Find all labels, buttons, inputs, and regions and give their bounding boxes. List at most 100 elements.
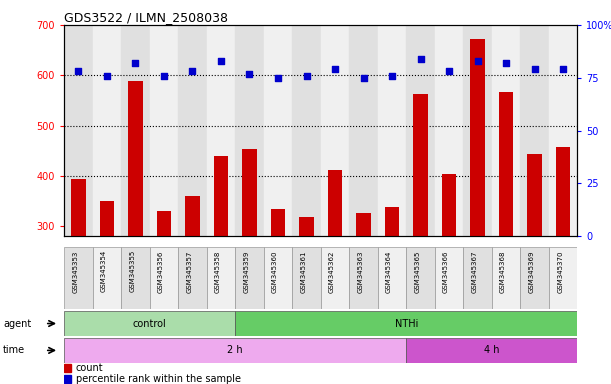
Point	[473, 58, 483, 64]
Bar	[150, 247, 178, 309]
Text: GSM345357: GSM345357	[186, 250, 192, 293]
Text: GSM345367: GSM345367	[472, 250, 478, 293]
Bar	[235, 247, 264, 309]
Bar	[157, 211, 171, 377]
Bar	[121, 25, 150, 236]
Text: GSM345365: GSM345365	[415, 250, 420, 293]
Bar	[549, 25, 577, 236]
Point	[73, 68, 83, 74]
Bar	[64, 25, 93, 236]
Bar	[521, 25, 549, 236]
Bar	[64, 375, 70, 383]
Bar	[64, 247, 93, 309]
Point	[558, 66, 568, 73]
Bar	[378, 247, 406, 309]
Bar	[243, 149, 257, 377]
Text: GSM345356: GSM345356	[158, 250, 164, 293]
Point	[188, 68, 197, 74]
Bar	[499, 92, 513, 377]
Text: NTHi: NTHi	[395, 318, 418, 329]
Point	[131, 60, 141, 66]
Bar	[470, 39, 485, 377]
Bar	[150, 25, 178, 236]
Bar	[235, 25, 264, 236]
Bar	[64, 338, 406, 363]
Text: 2 h: 2 h	[227, 345, 243, 356]
Bar	[64, 311, 235, 336]
Point	[159, 73, 169, 79]
Bar	[128, 81, 142, 377]
Point	[273, 74, 283, 81]
Bar	[378, 25, 406, 236]
Bar	[321, 25, 349, 236]
Bar	[299, 217, 313, 377]
Bar	[321, 247, 349, 309]
Bar	[492, 25, 521, 236]
Point	[415, 56, 425, 62]
Bar	[406, 338, 577, 363]
Bar	[356, 213, 371, 377]
Text: GSM345361: GSM345361	[301, 250, 307, 293]
Text: GSM345364: GSM345364	[386, 250, 392, 293]
Bar	[93, 25, 121, 236]
Bar	[178, 247, 207, 309]
Text: 4 h: 4 h	[484, 345, 500, 356]
Point	[530, 66, 540, 73]
Point	[387, 73, 397, 79]
Bar	[178, 25, 207, 236]
Text: percentile rank within the sample: percentile rank within the sample	[76, 374, 241, 384]
Text: GSM345359: GSM345359	[244, 250, 249, 293]
Bar	[521, 247, 549, 309]
Text: GSM345360: GSM345360	[272, 250, 278, 293]
Bar	[235, 311, 577, 336]
Point	[444, 68, 454, 74]
Bar	[349, 25, 378, 236]
Text: control: control	[133, 318, 167, 329]
Bar	[328, 170, 342, 377]
Bar	[292, 25, 321, 236]
Point	[102, 73, 112, 79]
Point	[359, 74, 368, 81]
Bar	[463, 247, 492, 309]
Bar	[385, 207, 399, 377]
Bar	[93, 247, 121, 309]
Point	[501, 60, 511, 66]
Bar	[121, 247, 150, 309]
Text: GDS3522 / ILMN_2508038: GDS3522 / ILMN_2508038	[64, 12, 228, 25]
Bar	[463, 25, 492, 236]
Text: GSM345366: GSM345366	[443, 250, 449, 293]
Bar	[549, 247, 577, 309]
Bar	[349, 247, 378, 309]
Text: GSM345362: GSM345362	[329, 250, 335, 293]
Text: GSM345369: GSM345369	[529, 250, 535, 293]
Text: GSM345358: GSM345358	[215, 250, 221, 293]
Bar	[264, 247, 292, 309]
Bar	[492, 247, 521, 309]
Bar	[64, 364, 70, 372]
Text: time: time	[3, 345, 25, 356]
Bar	[442, 174, 456, 377]
Bar	[435, 25, 463, 236]
Text: GSM345368: GSM345368	[500, 250, 506, 293]
Point	[216, 58, 226, 64]
Text: GSM345363: GSM345363	[357, 250, 364, 293]
Bar	[185, 196, 200, 377]
Bar	[207, 25, 235, 236]
Bar	[264, 25, 292, 236]
Bar	[271, 209, 285, 377]
Point	[244, 71, 254, 77]
Bar	[100, 202, 114, 377]
Bar	[406, 25, 435, 236]
Bar	[214, 156, 228, 377]
Bar	[414, 94, 428, 377]
Text: count: count	[76, 363, 103, 373]
Bar	[292, 247, 321, 309]
Bar	[527, 154, 542, 377]
Text: GSM345353: GSM345353	[73, 250, 78, 293]
Text: GSM345354: GSM345354	[101, 250, 107, 293]
Text: agent: agent	[3, 318, 31, 329]
Bar	[435, 247, 463, 309]
Point	[302, 73, 312, 79]
Text: GSM345355: GSM345355	[130, 250, 136, 293]
Text: GSM345370: GSM345370	[557, 250, 563, 293]
